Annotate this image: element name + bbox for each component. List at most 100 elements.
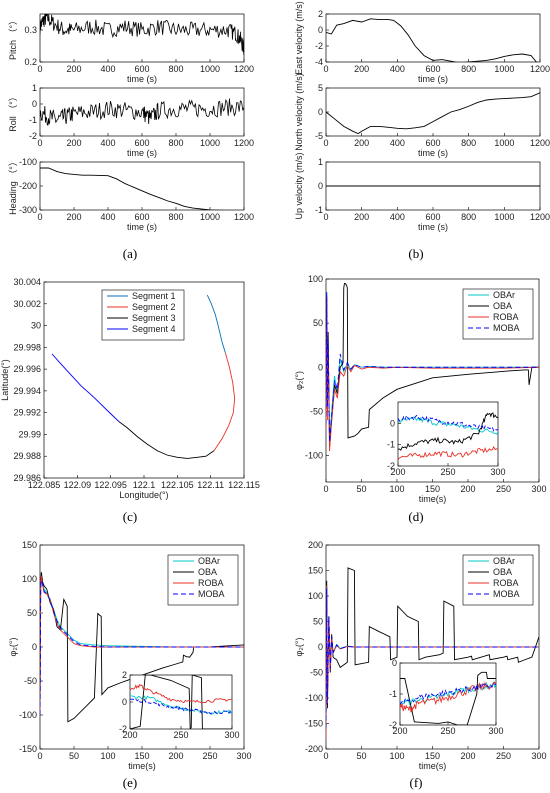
f-xtick-label: 200	[460, 751, 475, 761]
d-inset-plot-area	[398, 412, 498, 460]
f-inset-ytick-label: 0	[392, 658, 397, 668]
e-ytick-label: -150	[19, 744, 37, 754]
d-ytick-label: 0	[318, 362, 323, 372]
b1-xtick-label: 400	[390, 64, 405, 74]
b1-ytick-label: 0	[318, 25, 323, 35]
c-xtick-label: 122.1	[133, 480, 156, 490]
e-xlabel: time(s)	[128, 761, 156, 771]
c-series-segment-1	[206, 294, 226, 353]
f-inset-xtick-label: 250	[440, 726, 455, 736]
e-plot-area	[40, 572, 244, 723]
d-xlabel: time(s)	[419, 494, 447, 504]
c-legend-label: Segment 2	[132, 302, 176, 312]
c-ytick-label: 30.002	[13, 299, 41, 309]
e-inset-plot-area	[130, 675, 232, 729]
f-xtick-label: 100	[389, 751, 404, 761]
f-ytick-label: 150	[308, 566, 323, 576]
a1-xtick-label: 600	[134, 64, 149, 74]
b1-ytick-label: -4	[315, 57, 323, 67]
b2-xlabel: time (s)	[418, 148, 448, 158]
b3-ytick-label: 0	[318, 181, 323, 191]
a3-ytick-label: -200	[19, 181, 37, 191]
f-inset-ytick-label: -2	[389, 720, 397, 730]
c-ytick-label: 29.986	[13, 473, 41, 483]
d-ytick-label: 50	[313, 318, 323, 328]
b1-ytick-label: 2	[318, 9, 323, 19]
b1-xtick-label: 1200	[530, 64, 550, 74]
d-inset-xtick-label: 300	[490, 467, 505, 477]
c-ytick-label: 29.992	[13, 408, 41, 418]
a2-ytick-label: -1	[29, 115, 37, 125]
a1-series-0	[40, 14, 244, 55]
f-xtick-label: 0	[323, 751, 328, 761]
d-inset-series-2	[398, 445, 498, 460]
e-series-oba	[40, 572, 244, 723]
a2-ytick-label: 1	[32, 83, 37, 93]
c-ytick-label: 29.996	[13, 364, 41, 374]
e-ytick-label: -50	[24, 676, 37, 686]
a2-ytick-label: -2	[29, 131, 37, 141]
c-xtick-label: 122.11	[197, 480, 224, 490]
c-ytick-label: 29.994	[13, 386, 41, 396]
a3-xtick-label: 1200	[234, 212, 254, 222]
a1-ytick-label: 0.3	[24, 25, 37, 35]
caption-d: (d)	[408, 509, 423, 524]
b1-plot-area	[326, 18, 538, 62]
f-legend-label: MOBA	[493, 589, 520, 599]
e-inset-series-2	[130, 683, 232, 704]
caption-e: (e)	[123, 775, 137, 790]
e-xtick-label: 250	[202, 751, 217, 761]
f-ytick-label: -50	[310, 668, 323, 678]
d-inset-series-3	[398, 414, 498, 432]
b3-xtick-label: 0	[323, 212, 328, 222]
e-ytick-label: 150	[22, 540, 37, 550]
e-legend-label: MOBA	[198, 589, 225, 599]
d-ytick-label: -50	[310, 406, 323, 416]
a2-axes: 0 200 400 600 800 1000 1200 -2 -1 0 1 time (s) Roll …	[8, 83, 254, 158]
a2-xtick-label: 600	[134, 138, 149, 148]
d-inset-axes: 200 250 300 -2 -1 0	[387, 401, 506, 477]
a1-xtick-label: 200	[66, 64, 81, 74]
b2-xtick-label: 600	[425, 138, 440, 148]
a3-xtick-label: 200	[66, 212, 81, 222]
d-plot-area	[326, 282, 539, 452]
b1-xlabel: time (s)	[418, 74, 448, 84]
a3-xtick-label: 1000	[200, 212, 220, 222]
c-legend-label: Segment 4	[132, 324, 176, 334]
caption-b: (b)	[408, 246, 423, 261]
e-series-moba	[40, 580, 244, 716]
a1-ytick-label: 0.2	[24, 57, 37, 67]
a3-xtick-label: 400	[100, 212, 115, 222]
a3-series-0	[40, 167, 226, 210]
b2-frame	[325, 87, 541, 137]
b2-ytick-label: 0	[318, 107, 323, 117]
e-legend-label: OBA	[198, 567, 217, 577]
a3-xlabel: time (s)	[127, 222, 157, 232]
b2-xtick-label: 400	[390, 138, 405, 148]
f-plot-area	[326, 567, 539, 739]
b1-xtick-label: 0	[323, 64, 328, 74]
d-ytick-label: 100	[308, 274, 323, 284]
a1-xtick-label: 0	[37, 64, 42, 74]
a2-xtick-label: 400	[100, 138, 115, 148]
a3-ytick-label: -300	[19, 205, 37, 215]
f-xlabel: time(s)	[419, 761, 447, 771]
a3-xtick-label: 0	[37, 212, 42, 222]
f-legend-label: ROBA	[493, 578, 519, 588]
a3-ytick-label: -100	[19, 157, 37, 167]
d-ylabel: φ₂(°)	[294, 371, 304, 390]
a1-ylabel: Pitch （°）	[8, 16, 18, 60]
d-axes: 0 50 100 150 200 250 300 -100 -50 0 50 100 time(s) φ₂…	[294, 274, 547, 504]
b2-ytick-label: -5	[315, 131, 323, 141]
a1-xtick-label: 400	[100, 64, 115, 74]
b3-xtick-label: 600	[425, 212, 440, 222]
e-legend-label: OBAr	[198, 556, 220, 566]
a3-xtick-label: 600	[134, 212, 149, 222]
b3-ytick-label: 1	[318, 157, 323, 167]
caption-a: (a)	[123, 246, 137, 261]
f-ytick-label: -100	[305, 693, 323, 703]
